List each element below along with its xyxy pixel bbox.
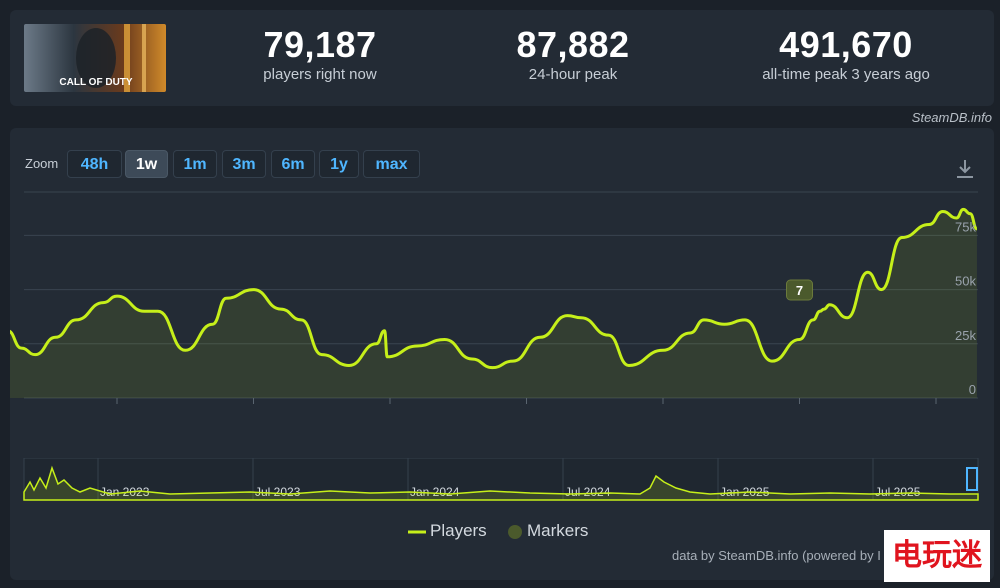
navigator-label: Jul 2023	[255, 485, 301, 499]
range-navigator[interactable]: Jan 2023 Jul 2023 Jan 2024 Jul 2024 Jan 2025…	[10, 458, 994, 508]
x-tick-label: 11 Nov	[368, 415, 411, 418]
watermark-logo: 电玩迷	[884, 530, 990, 582]
x-tick-label: 9 Nov	[99, 415, 136, 418]
x-tick-label: 12 Nov	[504, 415, 548, 418]
navigator-label: Jan 2024	[410, 485, 460, 499]
legend-players[interactable]: Players	[408, 520, 487, 542]
data-source-footer[interactable]: data by SteamDB.info (powered by I	[672, 548, 881, 563]
players-area	[10, 209, 977, 398]
stats-panel: CALL OF DUTY 79,187 players right now 87…	[10, 10, 994, 106]
download-icon[interactable]	[954, 158, 976, 180]
peak-24h-label: 24-hour peak	[528, 66, 618, 83]
navigator-handle[interactable]	[966, 467, 978, 491]
peak-24h-stat: 87,882 24-hour peak	[493, 24, 653, 84]
watermark-text: 电玩迷	[892, 539, 982, 572]
navigator-label: Jul 2025	[875, 485, 921, 499]
y-tick-label: 75k	[955, 219, 976, 234]
legend-markers[interactable]: Markers	[507, 520, 588, 542]
event-marker[interactable]: 7	[786, 279, 813, 301]
legend-markers-label: Markers	[527, 521, 589, 540]
event-marker-label: 7	[796, 283, 803, 298]
zoom-1y-button[interactable]: 1y	[319, 150, 359, 178]
steamdb-credit[interactable]: SteamDB.info	[911, 110, 992, 125]
navigator-series	[23, 465, 979, 501]
y-tick-label: 25k	[955, 328, 976, 343]
all-time-peak-stat: 491,670 all-time peak 3 years ago	[746, 24, 946, 84]
y-tick-label: 0	[969, 382, 976, 397]
current-players-value: 79,187	[263, 24, 377, 65]
zoom-1m-button[interactable]: 1m	[173, 150, 217, 178]
players-line	[10, 207, 978, 370]
cover-title: CALL OF DUTY	[59, 77, 132, 88]
current-players-stat: 79,187 players right now	[240, 24, 400, 84]
game-cover-image[interactable]: CALL OF DUTY	[24, 24, 166, 92]
legend-players-label: Players	[430, 521, 487, 540]
all-time-peak-label: all-time peak 3 years ago	[762, 66, 930, 83]
zoom-1w-button[interactable]: 1w	[125, 150, 168, 178]
y-tick-label: 50k	[955, 274, 976, 289]
x-tick-label: 10 Nov	[231, 415, 275, 418]
zoom-max-button[interactable]: max	[363, 150, 420, 178]
x-tick-label: 14 Nov	[777, 415, 821, 418]
current-players-label: players right now	[263, 66, 377, 83]
chart-panel: Zoom 48h 1w 1m 3m 6m 1y max 0 25k 50k 75k 9…	[10, 128, 994, 580]
zoom-label: Zoom	[25, 156, 59, 171]
zoom-6m-button[interactable]: 6m	[271, 150, 315, 178]
x-tick-label: 13 Nov	[641, 415, 685, 418]
chart-legend: Players Markers	[10, 520, 994, 544]
navigator-label: Jul 2024	[565, 485, 611, 499]
all-time-peak-value: 491,670	[779, 24, 913, 65]
peak-24h-value: 87,882	[516, 24, 630, 65]
zoom-3m-button[interactable]: 3m	[222, 150, 266, 178]
zoom-48h-button[interactable]: 48h	[67, 150, 122, 178]
x-tick-label: 15 Nov	[914, 415, 958, 418]
player-count-chart[interactable]: 0 25k 50k 75k 9 Nov 10 Nov 11 Nov 12 Nov 13 Nov…	[10, 128, 994, 418]
